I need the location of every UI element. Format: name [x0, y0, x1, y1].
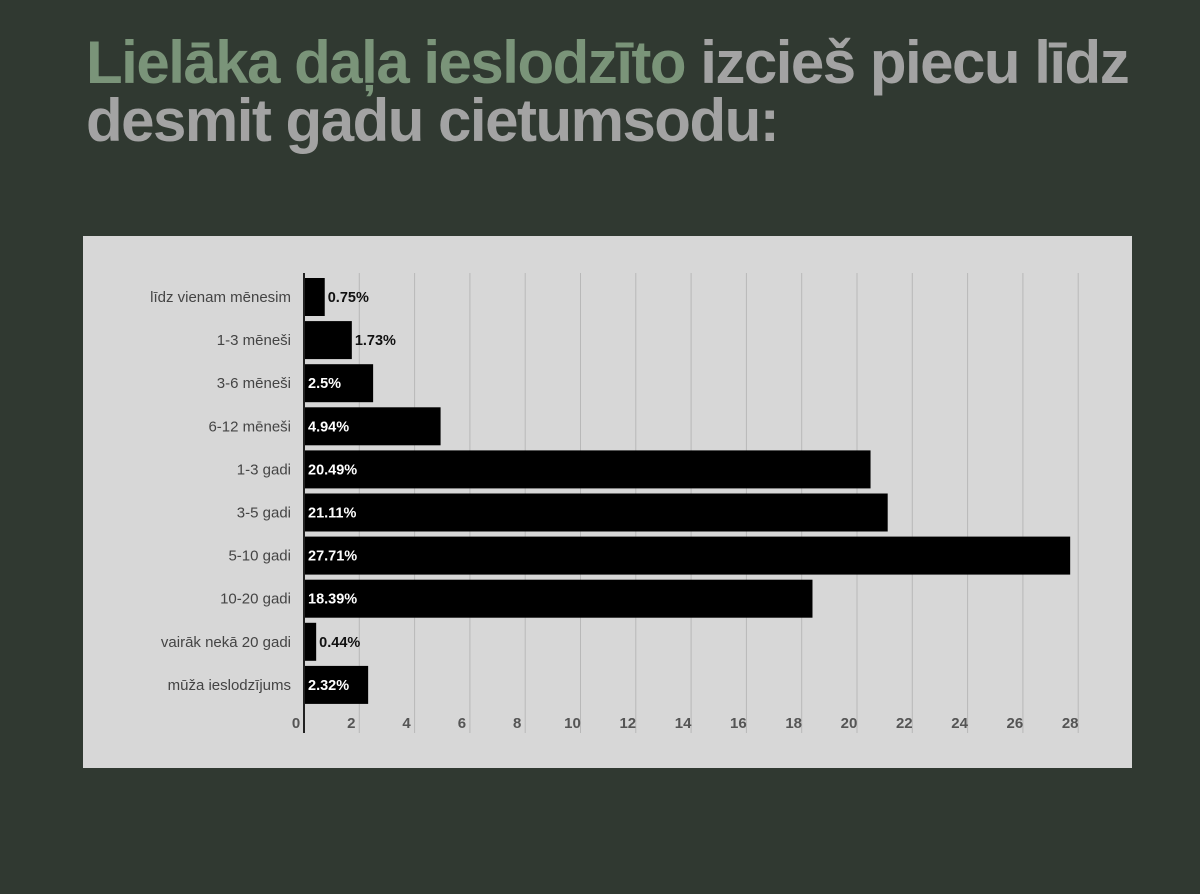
bar: [304, 278, 325, 316]
x-tick-label: 16: [730, 715, 747, 732]
category-label: līdz vienam mēnesim: [150, 289, 291, 306]
bar: [304, 321, 352, 360]
bar: [304, 579, 813, 618]
data-label: 27.71%: [308, 549, 357, 565]
x-tick-label: 8: [513, 715, 521, 732]
bar: [304, 622, 317, 661]
category-label: 1-3 mēneši: [217, 332, 291, 349]
category-label: 6-12 mēneši: [208, 418, 291, 435]
x-tick-label: 18: [785, 715, 802, 732]
x-tick-label: 28: [1062, 715, 1079, 732]
x-tick-label: 20: [841, 715, 858, 732]
x-tick-label: 14: [675, 715, 692, 732]
x-tick-label: 2: [347, 715, 355, 732]
x-tick-label: 22: [896, 715, 913, 732]
data-label: 2.32%: [308, 678, 349, 694]
data-label: 20.49%: [308, 462, 357, 478]
data-label: 18.39%: [308, 592, 357, 608]
bar: [304, 665, 369, 704]
headline-rest: izcieš piecu līdz desmit gadu cietumsodu…: [86, 29, 1130, 154]
data-label: 1.73%: [355, 333, 396, 349]
x-tick-label: 0: [292, 715, 300, 732]
x-tick-label: 4: [402, 715, 411, 732]
data-label: 0.44%: [319, 635, 360, 651]
data-label: 21.11%: [308, 506, 356, 522]
bar: [304, 364, 374, 403]
bar: [304, 493, 888, 532]
chart-panel: 0 2 4 6 8 10 12 14 16 18 20 22 24 26 28 līdz vienam mēn…: [83, 236, 1132, 768]
x-tick-label: 26: [1007, 715, 1024, 732]
data-label: 0.75%: [328, 290, 369, 306]
category-label: 10-20 gadi: [220, 591, 291, 608]
category-label: mūža ieslodzījums: [168, 677, 291, 694]
x-tick-label: 24: [951, 715, 968, 732]
category-label: 3-5 gadi: [237, 505, 291, 522]
chart-headline: Lielāka daļa ieslodzīto izcieš piecu līd…: [86, 33, 1146, 151]
category-label: 3-6 mēneši: [217, 375, 291, 392]
data-label: 2.5%: [308, 376, 341, 392]
category-label: 1-3 gadi: [237, 461, 291, 478]
bar: [304, 407, 441, 446]
headline-highlight: Lielāka daļa ieslodzīto: [86, 29, 687, 96]
bar: [304, 450, 871, 489]
x-tick-label: 6: [458, 715, 466, 732]
category-label: 5-10 gadi: [228, 548, 291, 565]
category-label: vairāk nekā 20 gadi: [161, 634, 291, 651]
x-tick-label: 12: [619, 715, 636, 732]
data-label: 4.94%: [308, 419, 349, 435]
x-tick-label: 10: [564, 715, 581, 732]
bar: [304, 536, 1071, 575]
